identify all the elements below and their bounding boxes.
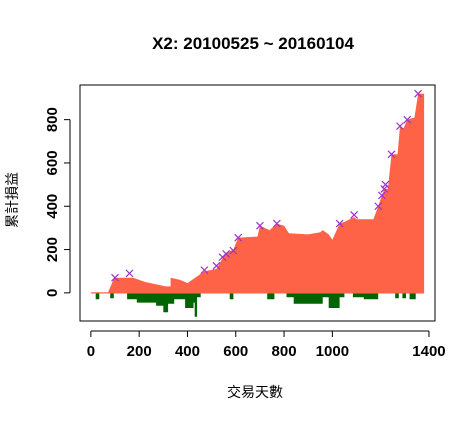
x-tick-label: 400 bbox=[175, 343, 200, 360]
peak-marker bbox=[255, 221, 264, 230]
peak-marker bbox=[222, 249, 231, 258]
x-axis-label: 交易天數 bbox=[227, 384, 283, 401]
peak-marker bbox=[272, 219, 281, 228]
y-tick-label: 400 bbox=[44, 194, 61, 219]
peak-marker bbox=[380, 185, 389, 193]
peak-marker bbox=[396, 122, 404, 131]
peak-marker bbox=[374, 202, 383, 211]
peak-marker bbox=[387, 150, 396, 159]
y-tick-label: 200 bbox=[44, 237, 61, 262]
chart-title: X2: 20100525 ~ 20160104 bbox=[152, 34, 354, 53]
plot-frame bbox=[79, 84, 436, 322]
peak-marker bbox=[234, 233, 243, 242]
y-axis: 0 200 400 600 800 bbox=[44, 107, 71, 297]
x-axis: 0 200 400 600 800 1000 1400 bbox=[87, 330, 446, 360]
peak-marker bbox=[200, 266, 209, 275]
x-tick-label: 1000 bbox=[316, 343, 349, 360]
x-tick-label: 200 bbox=[127, 343, 152, 360]
peak-marker bbox=[403, 115, 412, 124]
peak-marker bbox=[381, 180, 390, 189]
y-tick-label: 0 bbox=[44, 289, 61, 297]
x-tick-label: 0 bbox=[87, 343, 95, 360]
cumulative-pnl-area bbox=[90, 93, 425, 293]
peak-marker bbox=[111, 273, 119, 282]
peak-marker bbox=[350, 210, 359, 219]
x-tick-label: 800 bbox=[272, 343, 297, 360]
peak-marker bbox=[377, 191, 386, 200]
peak-marker bbox=[414, 89, 423, 98]
peak-marker bbox=[229, 246, 238, 255]
y-tick-label: 600 bbox=[44, 150, 61, 175]
x-tick-label: 600 bbox=[223, 343, 248, 360]
x-tick-label: 1400 bbox=[412, 343, 445, 360]
drawdown-area bbox=[95, 292, 425, 317]
plot-area bbox=[90, 89, 425, 317]
peak-marker bbox=[335, 219, 344, 228]
peak-marker bbox=[212, 261, 221, 270]
peak-marker bbox=[125, 269, 134, 278]
y-axis-label: 累計損益 bbox=[5, 172, 21, 228]
y-tick-label: 800 bbox=[44, 107, 61, 132]
